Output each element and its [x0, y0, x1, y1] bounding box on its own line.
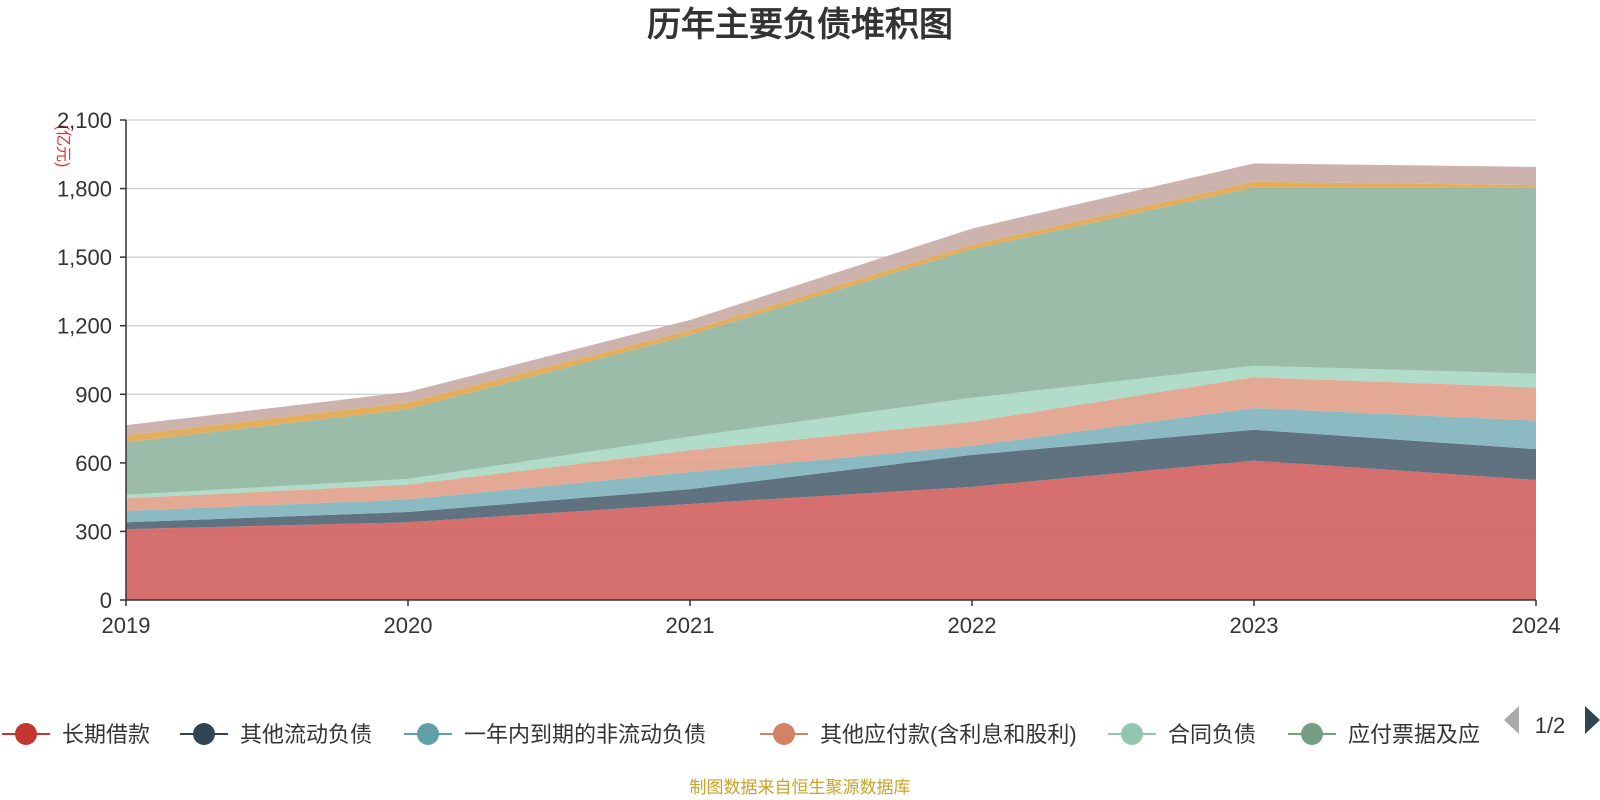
legend-item[interactable]: 应付票据及应: [1288, 722, 1480, 747]
legend-item[interactable]: 合同负债: [1108, 722, 1256, 747]
legend-item[interactable]: 一年内到期的非流动负债: [404, 722, 706, 747]
x-tick-label: 2022: [948, 613, 997, 638]
legend-item[interactable]: 其他流动负债: [180, 722, 372, 747]
legend-marker: [193, 723, 215, 745]
legend: 长期借款 其他流动负债 一年内到期的非流动负债 其他应付款(含利息和股利) 合同负债 应付…: [2, 722, 1480, 747]
legend-marker: [417, 723, 439, 745]
area-series-1: [126, 460, 1536, 600]
axes: 0 300 600 900 1,200 1,500 1,800 2,100 2019 2020 20…: [57, 108, 1561, 638]
area-series-4: [126, 377, 1536, 511]
legend-marker: [1121, 723, 1143, 745]
y-tick-label: 1,500: [57, 245, 112, 270]
legend-label: 长期借款: [62, 722, 150, 747]
y-tick-label: 0: [100, 588, 112, 613]
legend-pager: 1/2: [1504, 706, 1600, 738]
area-series-2: [126, 429, 1536, 530]
legend-next-page-icon[interactable]: [1585, 706, 1600, 734]
area-series-3: [126, 408, 1536, 523]
x-tick-label: 2020: [384, 613, 433, 638]
legend-label: 一年内到期的非流动负债: [464, 722, 706, 747]
legend-label: 其他流动负债: [240, 722, 372, 747]
y-tick-label: 900: [75, 382, 112, 407]
legend-marker: [1301, 723, 1323, 745]
chart-title: 历年主要负债堆积图: [647, 6, 953, 44]
x-tick-label: 2019: [102, 613, 151, 638]
y-axis-unit: (亿元): [54, 125, 72, 168]
area-series: [126, 163, 1536, 600]
data-source-note: 制图数据来自恒生聚源数据库: [690, 778, 911, 797]
area-series-5: [126, 365, 1536, 499]
area-series-6: [126, 187, 1536, 495]
legend-marker: [15, 723, 37, 745]
legend-label: 其他应付款(含利息和股利): [820, 722, 1077, 747]
y-tick-label: 2,100: [57, 108, 112, 133]
legend-item[interactable]: 其他应付款(含利息和股利): [760, 722, 1077, 747]
legend-page-indicator: 1/2: [1535, 713, 1566, 738]
x-tick-label: 2021: [666, 613, 715, 638]
legend-prev-page-icon[interactable]: [1504, 706, 1519, 734]
legend-label: 应付票据及应: [1348, 722, 1480, 747]
legend-item[interactable]: 长期借款: [2, 722, 150, 747]
y-tick-label: 600: [75, 451, 112, 476]
y-tick-label: 1,800: [57, 177, 112, 202]
x-tick-label: 2023: [1230, 613, 1279, 638]
legend-marker: [773, 723, 795, 745]
x-tick-label: 2024: [1512, 613, 1561, 638]
legend-label: 合同负债: [1168, 722, 1256, 747]
y-tick-label: 300: [75, 519, 112, 544]
y-tick-label: 1,200: [57, 314, 112, 339]
